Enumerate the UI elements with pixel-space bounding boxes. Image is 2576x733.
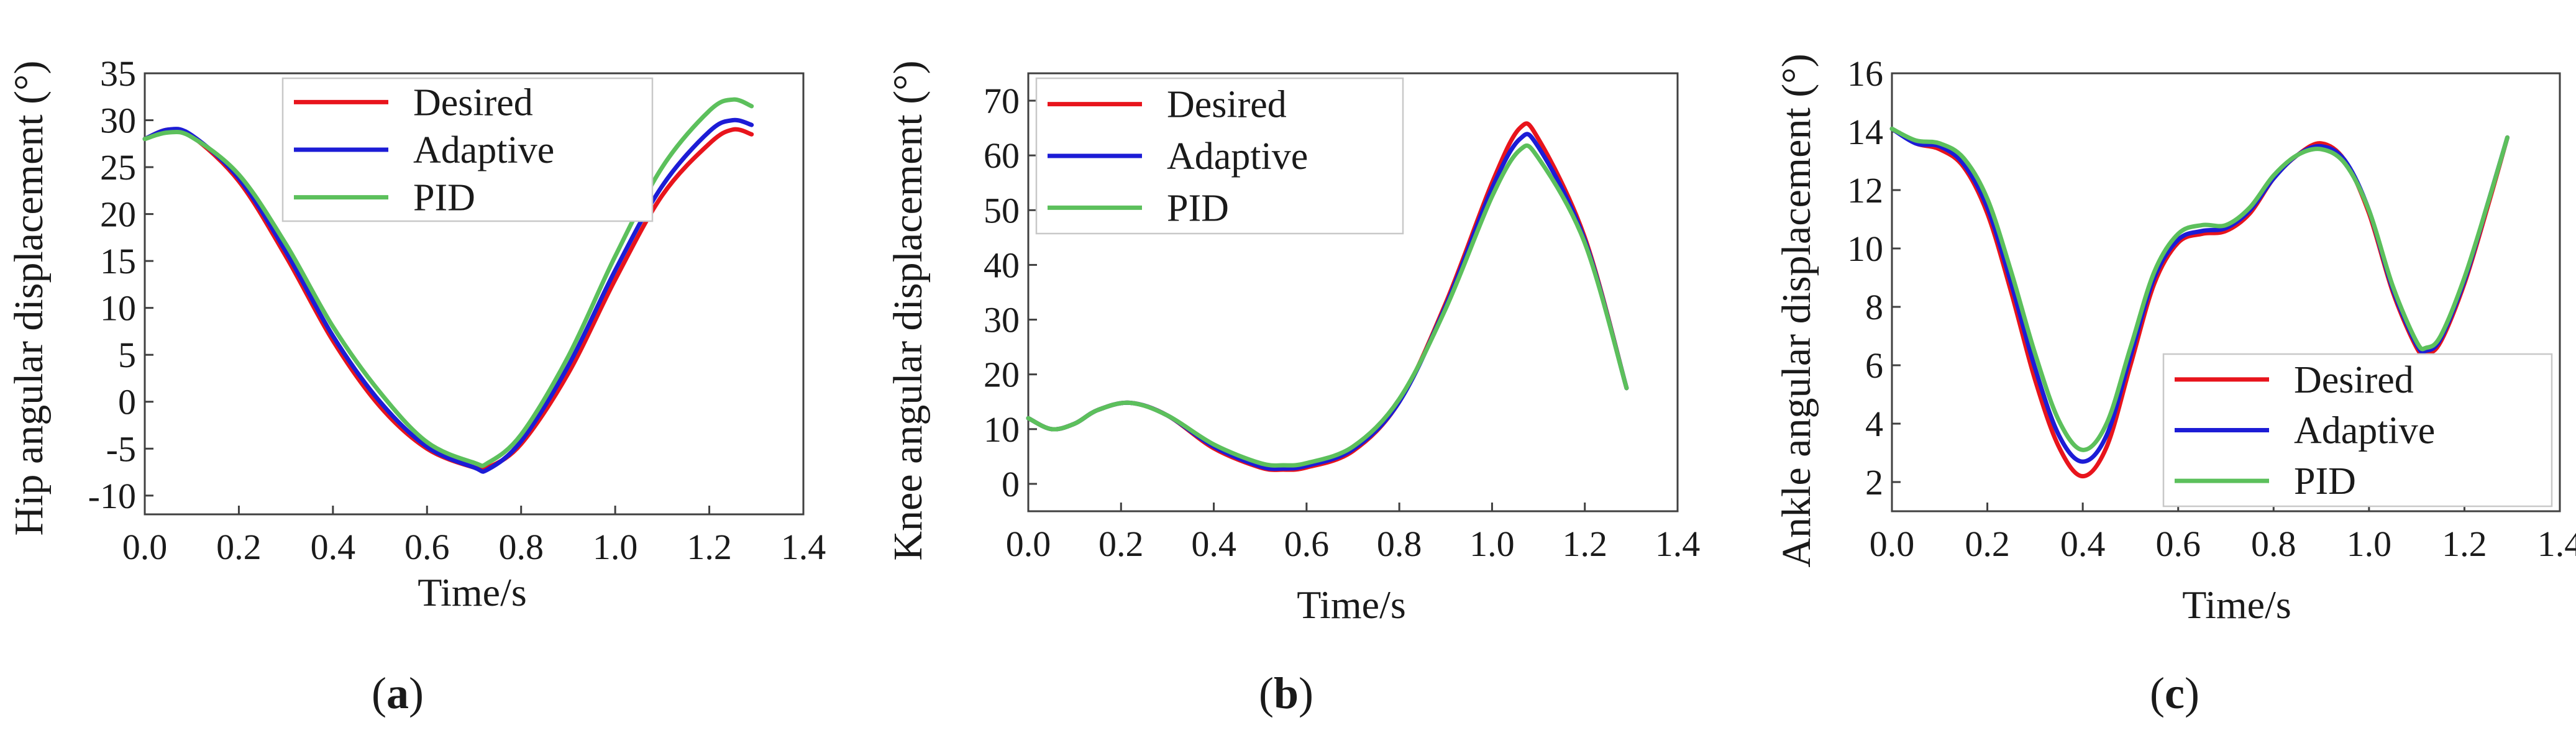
panel-c-x-tick-label: 0.6 (2155, 524, 2201, 564)
panel-a-y-tick-label: 25 (100, 147, 136, 188)
panel-a-y-tick-label: 15 (100, 241, 136, 281)
panel-c-y-tick-label: 16 (1847, 53, 1883, 94)
panel-a-y-tick-label: 5 (118, 335, 136, 375)
panel-b-y-axis-label: Knee angular displacement (°) (885, 60, 931, 560)
panel-a-y-axis-label: Hip angular displacement (°) (6, 61, 52, 536)
panel-a-y-tick-label: 35 (100, 53, 136, 94)
panel-c-y-tick-label: 8 (1865, 287, 1883, 327)
panel-c-plot-frame (1891, 72, 2561, 512)
panel-b-legend-label-adaptive: Adaptive (1167, 135, 1308, 178)
panel-b-series-pid-line (1026, 143, 1629, 468)
panel-b-y-tick-label: 20 (984, 355, 1020, 395)
panel-c-x-axis-label: Time/s (2182, 583, 2291, 627)
panel-a-plot-frame (144, 72, 805, 516)
panel-a-y-tick-label: 30 (100, 101, 136, 141)
panel-a-x-tick-label: 0.8 (498, 527, 544, 567)
panel-a-x-tick-label: 1.4 (781, 527, 826, 567)
panel-a-y-tick-label: 20 (100, 194, 136, 235)
panel-a-legend-label-adaptive: Adaptive (413, 129, 554, 171)
panel-a-y-tick-label: -10 (88, 476, 136, 516)
panel-c-y-tick-label: 14 (1847, 112, 1883, 152)
panel-b-x-axis-label: Time/s (1297, 583, 1406, 627)
panel-a-y-tick-label: 0 (118, 382, 136, 422)
panel-a-x-tick-label: 1.2 (687, 527, 732, 567)
panel-b-x-tick-label: 0.8 (1377, 524, 1422, 564)
panel-a-hip-chart: Hip angular displacement (°) Time/s (a) … (6, 53, 826, 718)
panel-c-x-tick-label: 0.0 (1870, 524, 1915, 564)
panel-b-x-tick-label: 0.0 (1006, 524, 1051, 564)
panel-a-x-axis-label: Time/s (418, 570, 527, 614)
panel-a-x-tick-label: 0.4 (311, 527, 356, 567)
panel-c-y-tick-label: 10 (1847, 229, 1883, 269)
panel-c-x-tick-label: 1.4 (2537, 524, 2576, 564)
panel-b-y-tick-label: 50 (984, 190, 1020, 230)
panel-c-series-pid-line (1889, 126, 2510, 452)
panel-c-y-tick-label: 2 (1865, 462, 1883, 503)
panel-b-y-tick-label: 60 (984, 135, 1020, 176)
panel-b-x-tick-label: 0.2 (1098, 524, 1144, 564)
panel-a-y-tick-label: 10 (100, 288, 136, 329)
panel-a-legend-label-desired: Desired (413, 81, 533, 124)
panel-a-caption: (a) (372, 668, 424, 718)
panel-b-legend-label-pid: PID (1167, 187, 1229, 229)
panel-c-legend-label-adaptive: Adaptive (2294, 410, 2435, 452)
panel-c-x-tick-label: 0.8 (2251, 524, 2296, 564)
panel-a-series-pid-line (142, 97, 754, 468)
panel-c-x-tick-label: 1.2 (2442, 524, 2487, 564)
panel-c-legend-label-pid: PID (2294, 460, 2356, 503)
panel-b-y-tick-label: 0 (1002, 464, 1020, 504)
panel-b-y-tick-label: 10 (984, 409, 1020, 450)
panel-b-x-tick-label: 1.0 (1469, 524, 1515, 564)
panel-b-knee-chart: Knee angular displacement (°) Time/s (b)… (885, 60, 1700, 718)
panel-c-ankle-chart: Ankle angular displacement (°) Time/s (c… (1774, 53, 2576, 718)
panel-b-x-tick-label: 0.6 (1284, 524, 1330, 564)
panel-a-x-tick-label: 0.2 (216, 527, 262, 567)
panel-a-y-tick-label: -5 (106, 429, 136, 469)
panel-c-y-tick-label: 12 (1847, 170, 1883, 211)
panel-a-x-tick-label: 0.0 (122, 527, 168, 567)
panel-b-x-tick-label: 1.2 (1562, 524, 1607, 564)
panel-c-x-tick-label: 0.2 (1965, 524, 2010, 564)
panel-b-plot-frame (1027, 72, 1679, 512)
panel-c-series-adaptive-line (1889, 126, 2510, 464)
panel-c-legend-label-desired: Desired (2294, 359, 2414, 401)
panel-b-caption: (b) (1259, 668, 1313, 718)
panel-c-x-tick-label: 0.4 (2060, 524, 2106, 564)
panel-c-caption: (c) (2150, 668, 2199, 718)
panel-b-y-tick-label: 70 (984, 81, 1020, 121)
panel-c-y-tick-label: 6 (1865, 345, 1883, 386)
panel-b-x-tick-label: 1.4 (1655, 524, 1701, 564)
panel-b-legend-label-desired: Desired (1167, 84, 1287, 126)
panel-a-series-adaptive-line (142, 117, 754, 474)
panel-b-x-tick-label: 0.4 (1191, 524, 1236, 564)
panel-a-x-tick-label: 0.6 (404, 527, 450, 567)
panel-b-y-tick-label: 40 (984, 245, 1020, 285)
panel-c-y-tick-label: 4 (1865, 404, 1883, 444)
panel-a-x-tick-label: 1.0 (593, 527, 638, 567)
panel-c-y-axis-label: Ankle angular displacement (°) (1774, 53, 1819, 567)
panel-b-y-tick-label: 30 (984, 300, 1020, 340)
panel-c-x-tick-label: 1.0 (2347, 524, 2392, 564)
panel-a-legend-label-pid: PID (413, 177, 475, 219)
